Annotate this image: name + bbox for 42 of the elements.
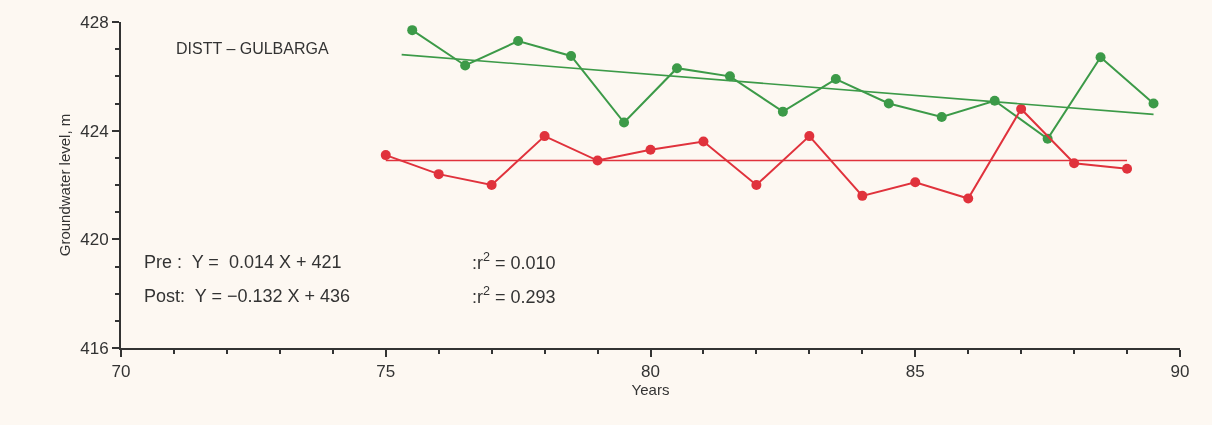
point (566, 50, 577, 61)
x-tick-label: 70 (111, 362, 131, 382)
point (883, 98, 894, 109)
point (698, 136, 709, 147)
point (460, 60, 471, 71)
x-axis-title: Years (631, 381, 670, 399)
annotation: Pre : Y = 0.014 X + 421 (144, 252, 342, 272)
x-tick-label: 75 (376, 362, 396, 382)
y-axis-title: Groundwater level, m (55, 113, 73, 257)
point (539, 131, 550, 142)
point (513, 36, 524, 47)
x-tick-label: 85 (905, 362, 925, 382)
point (830, 74, 841, 85)
point (804, 131, 815, 142)
point (1016, 103, 1027, 114)
x-tick-label: 90 (1170, 362, 1190, 382)
point (936, 112, 947, 123)
y-tick-label: 428 (80, 12, 109, 32)
point (671, 63, 682, 74)
point (1148, 98, 1159, 109)
x-tick-label: 80 (641, 362, 660, 382)
y-tick-label: 420 (80, 230, 109, 250)
y-tick-label: 424 (80, 121, 109, 141)
point (963, 193, 974, 204)
annotation: Post: Y = −0.132 X + 436 (144, 286, 350, 306)
annotation: :r$^{2}$ = 0.010 (472, 250, 556, 273)
annotation: :r$^{2}$ = 0.293 (472, 284, 556, 307)
point (751, 180, 762, 190)
point (1122, 163, 1133, 174)
point (619, 117, 630, 128)
point (486, 180, 497, 190)
point (380, 150, 391, 161)
point (433, 169, 444, 180)
point (645, 144, 656, 155)
point (857, 190, 868, 201)
point (777, 106, 788, 117)
y-tick-label: 416 (80, 338, 109, 358)
text: DISTT – GULBARGA (176, 40, 329, 57)
point (724, 71, 735, 82)
point (407, 25, 418, 36)
point (1095, 52, 1106, 63)
point (910, 177, 921, 188)
